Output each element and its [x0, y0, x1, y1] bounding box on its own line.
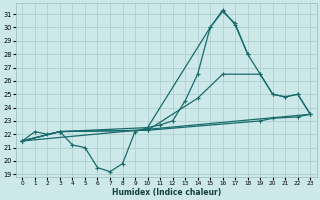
- X-axis label: Humidex (Indice chaleur): Humidex (Indice chaleur): [112, 188, 221, 197]
